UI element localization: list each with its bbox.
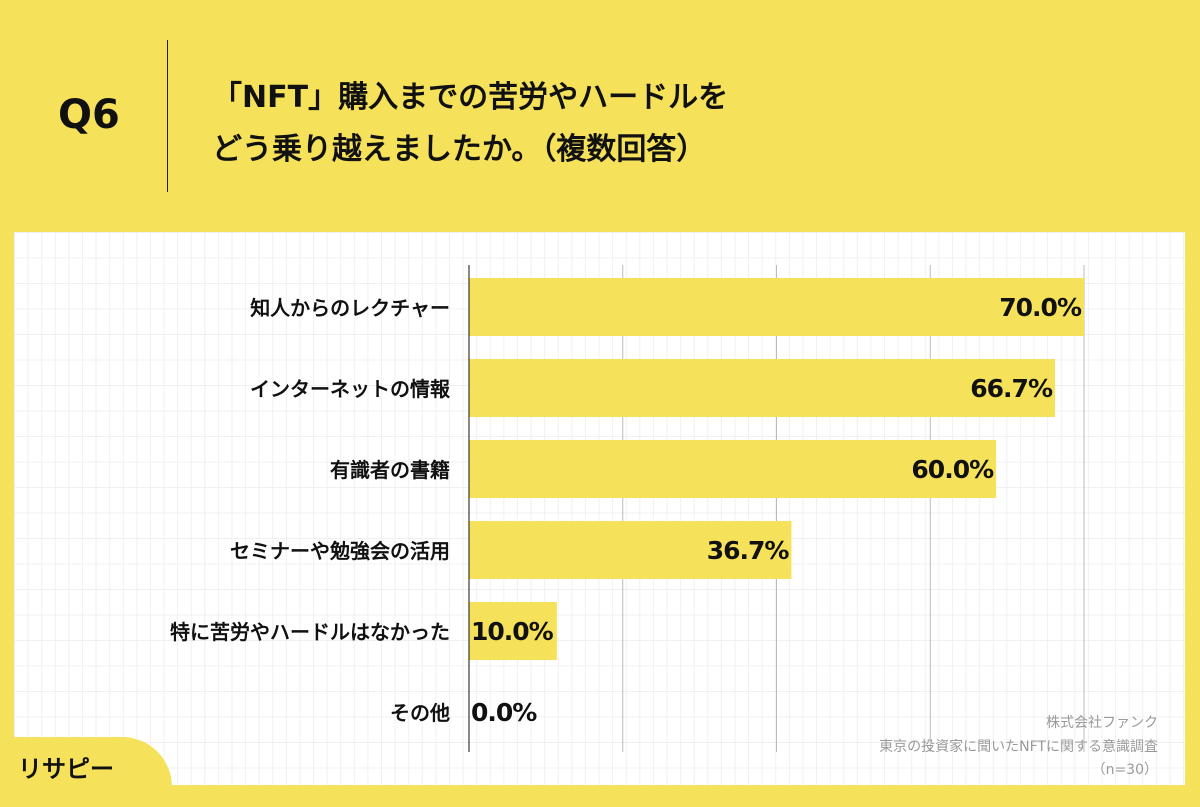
category-label: その他	[390, 701, 450, 725]
logo-text: リサピー	[18, 755, 114, 783]
bar	[469, 602, 557, 660]
data-label: 66.7%	[970, 374, 1053, 403]
bar	[469, 440, 997, 498]
data-label: 0.0%	[471, 698, 537, 727]
divider	[167, 40, 168, 192]
data-label: 10.0%	[471, 617, 554, 646]
data-label: 60.0%	[911, 455, 994, 484]
sample-size-note: （n=30）	[1091, 762, 1158, 778]
page-title: 「NFT」購入までの苦労やハードルを どう乗り越えましたか。（複数回答）	[212, 72, 728, 176]
bar	[469, 359, 1056, 417]
category-label: インターネットの情報	[250, 377, 451, 401]
data-label: 36.7%	[707, 536, 790, 565]
logo: リサピー	[0, 737, 172, 807]
category-label: セミナーや勉強会の活用	[230, 539, 450, 563]
company-note: 株式会社ファンク	[1046, 715, 1158, 731]
title-line-2: どう乗り越えましたか。（複数回答）	[212, 132, 707, 167]
data-label: 70.0%	[999, 293, 1082, 322]
question-number: Q6	[58, 92, 120, 138]
category-label: 特に苦労やハードルはなかった	[170, 620, 450, 644]
bar	[469, 521, 792, 579]
bar	[469, 278, 1084, 336]
title-line-1: 「NFT」購入までの苦労やハードルを	[212, 80, 729, 115]
category-label: 有識者の書籍	[330, 458, 450, 482]
survey-note: 東京の投資家に聞いたNFTに関する意識調査	[879, 739, 1158, 755]
category-label: 知人からのレクチャー	[250, 296, 450, 320]
